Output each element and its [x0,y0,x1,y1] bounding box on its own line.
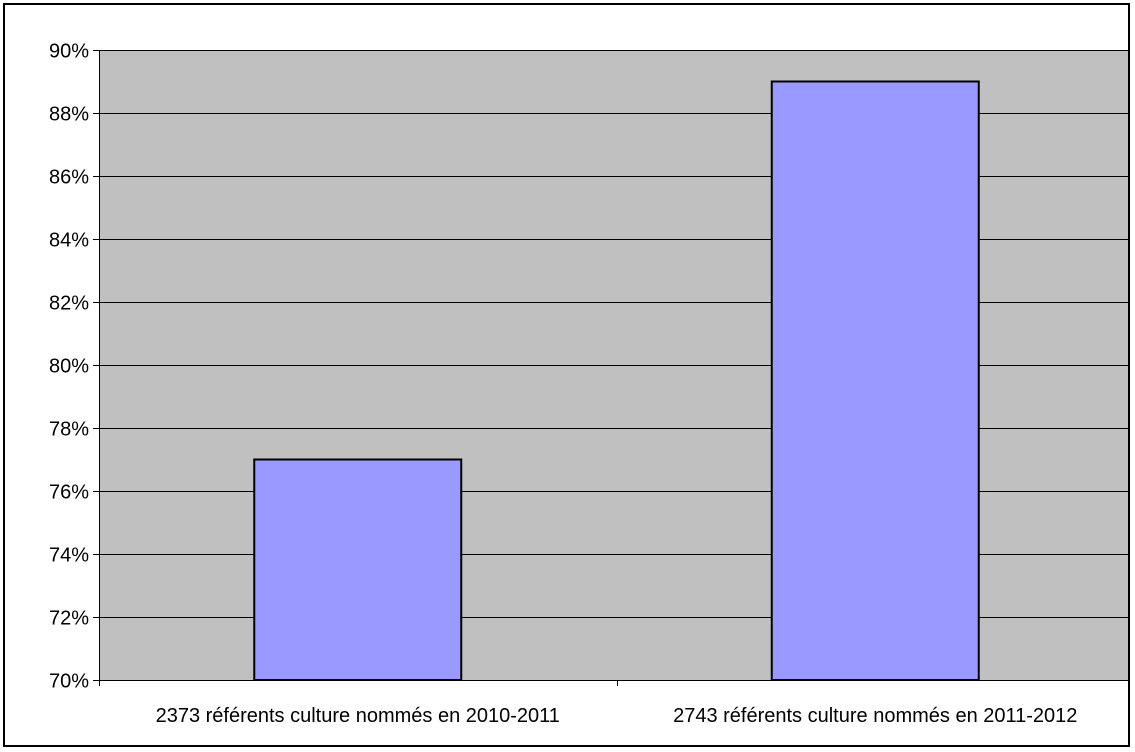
y-tick-label: 76% [49,482,89,504]
y-axis: 70% 72% 74% 76% 78% 80% 82% 84% 86% 88% 90% [49,41,100,693]
bar [253,458,463,681]
y-tick-label: 82% [49,293,89,315]
bar-chart: 70% 72% 74% 76% 78% 80% 82% 84% 86% 88% 90% 2373 r… [49,41,1128,727]
x-category-label: 2373 référents culture nommés en 2010-20… [156,705,560,727]
y-tick-label: 70% [49,671,89,693]
y-tick-label: 80% [49,356,89,378]
bars [253,80,980,681]
y-tick-label: 78% [49,419,89,441]
y-tick-label: 72% [49,608,89,630]
chart-frame: 70% 72% 74% 76% 78% 80% 82% 84% 86% 88% 90% 2373 r… [3,3,1130,747]
bar [770,80,980,681]
y-tick-label: 86% [49,167,89,189]
y-tick-label: 90% [49,41,89,63]
y-tick-label: 88% [49,104,89,126]
x-axis: 2373 référents culture nommés en 2010-20… [99,680,1128,727]
y-tick-label: 84% [49,230,89,252]
x-category-label: 2743 référents culture nommés en 2011-20… [673,705,1077,727]
y-tick-label: 74% [49,545,89,567]
